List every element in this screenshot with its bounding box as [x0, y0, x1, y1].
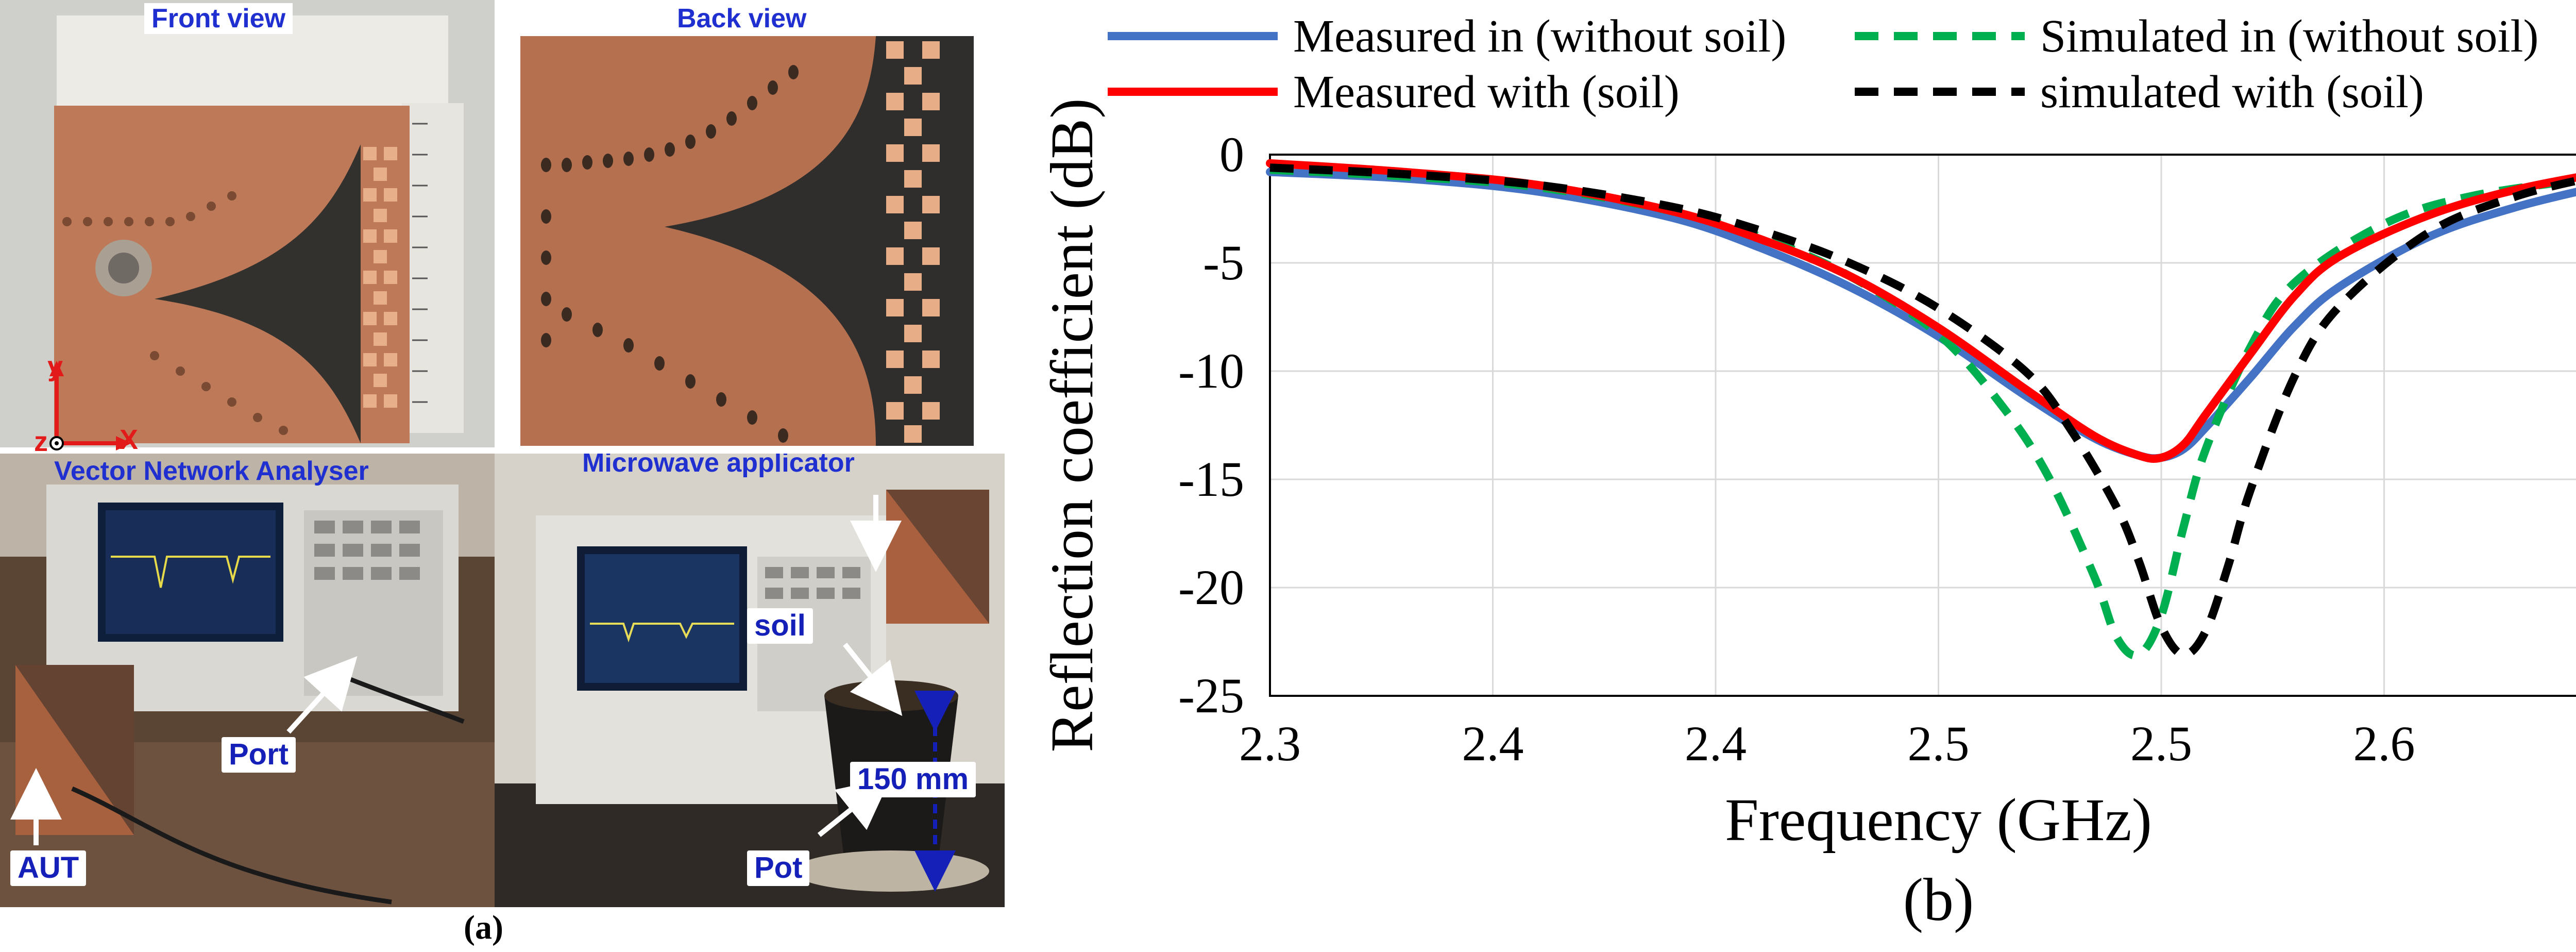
chart-ticks: 2.32.42.42.52.52.62.60-5-10-15-20-25 — [1178, 127, 2415, 771]
back-view-title: Back view — [670, 3, 814, 34]
y-tick-label: -20 — [1178, 560, 1244, 615]
y-tick-label: -5 — [1203, 235, 1244, 290]
x-tick-label: 2.6 — [2353, 716, 2415, 771]
photo-separator — [0, 447, 1005, 454]
port-label: Port — [222, 737, 296, 773]
axis-y-label: y — [47, 351, 63, 382]
legend-label-1: Measured with (soil) — [1293, 66, 1680, 118]
height-label: 150 mm — [850, 762, 976, 797]
vna-photo — [0, 454, 495, 907]
x-axis-label: Frequency (GHz) — [1725, 786, 2152, 854]
series-line-1 — [1266, 159, 2576, 463]
reflection-chart: Measured in (without soil) Simulated in (… — [1038, 11, 2576, 933]
x-tick-label: 2.3 — [1239, 716, 1301, 771]
soil-arrow — [843, 642, 903, 716]
y-tick-label: -15 — [1178, 452, 1244, 507]
front-view-photo — [0, 0, 495, 447]
x-tick-label: 2.4 — [1685, 716, 1747, 771]
x-tick-label: 2.5 — [1908, 716, 1970, 771]
soil-label: soil — [747, 608, 813, 644]
coordinate-axes-icon — [49, 361, 131, 450]
legend-label-3: simulated with (soil) — [2040, 66, 2424, 118]
y-axis-label: Reflection coefficient (dB) — [1038, 98, 1106, 752]
axis-z-label: z — [34, 426, 48, 457]
port-arrow — [286, 656, 358, 734]
legend-label-0: Measured in (without soil) — [1293, 11, 1786, 62]
series-line-3 — [1269, 163, 2576, 659]
x-tick-label: 2.5 — [2130, 716, 2192, 771]
vna-title: Vector Network Analyser — [54, 456, 369, 486]
pot-arrow — [817, 777, 891, 837]
aut-label: AUT — [10, 850, 87, 886]
panel-a-label: (a) — [464, 909, 503, 946]
y-tick-label: -25 — [1178, 668, 1244, 723]
x-tick-label: 2.4 — [1462, 716, 1524, 771]
pot-label: Pot — [747, 850, 810, 886]
chart-legend: Measured in (without soil) Simulated in (… — [1108, 11, 2538, 118]
y-tick-label: -10 — [1178, 343, 1244, 398]
chart-series — [1266, 159, 2576, 660]
y-tick-label: 0 — [1219, 127, 1244, 182]
front-view-title: Front view — [144, 3, 293, 34]
series-line-2 — [1269, 165, 2576, 660]
applicator-title: Microwave applicator — [582, 448, 855, 478]
plot-frame — [1269, 154, 2576, 697]
panel-b-label: (b) — [1903, 866, 1974, 933]
axis-x-label: X — [120, 424, 139, 455]
legend-label-2: Simulated in (without soil) — [2040, 11, 2538, 62]
back-view-photo — [515, 0, 1005, 447]
